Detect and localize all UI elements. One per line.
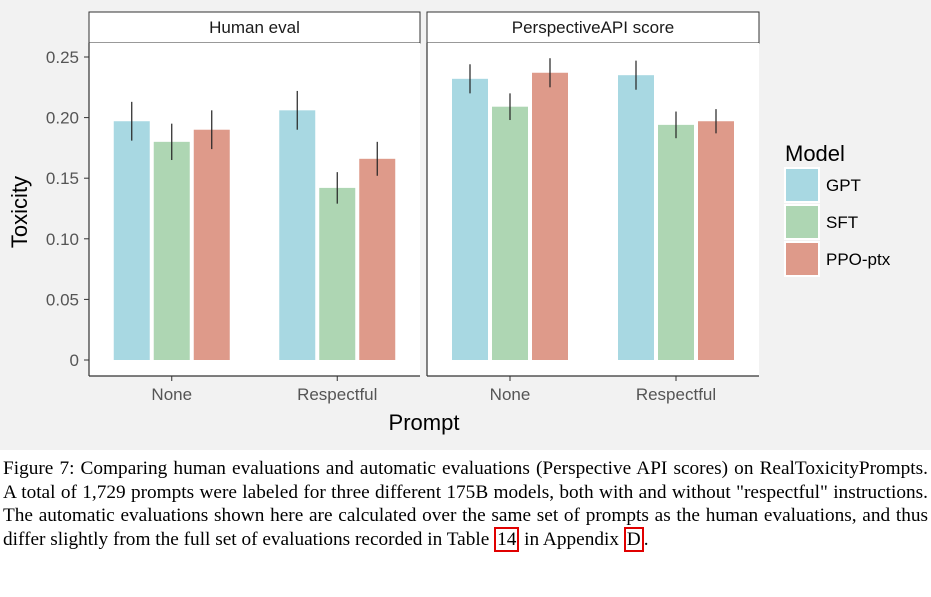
- bar-sft: [658, 124, 694, 360]
- table-ref-link[interactable]: 14: [494, 526, 520, 552]
- toxicity-bar-chart: 0 0.05 0.10 0.15 0.20 0.25 Toxicity Human eval N…: [7, 11, 891, 435]
- bar-ppo-ptx: [359, 158, 396, 360]
- legend-label: GPT: [826, 176, 861, 195]
- y-tick-label: 0.15: [46, 169, 79, 188]
- y-tick-label: 0: [70, 351, 79, 370]
- legend-title: Model: [785, 141, 845, 166]
- bar-sft: [492, 106, 528, 360]
- x-axis-title: Prompt: [389, 410, 460, 435]
- y-tick-label: 0.05: [46, 290, 79, 309]
- caption-text-end: .: [643, 528, 649, 550]
- legend-label: PPO-ptx: [826, 250, 891, 269]
- chart-area: 0 0.05 0.10 0.15 0.20 0.25 Toxicity Human eval N…: [0, 0, 931, 450]
- caption-text-middle: in Appendix: [519, 528, 624, 550]
- bar-ppo-ptx: [193, 129, 230, 360]
- legend-label: SFT: [826, 213, 858, 232]
- y-tick-label: 0.25: [46, 48, 79, 67]
- y-tick-label: 0.10: [46, 230, 79, 249]
- bar-ppo-ptx: [698, 121, 734, 361]
- y-axis-title: Toxicity: [7, 176, 32, 248]
- legend-swatch-sft: [784, 204, 820, 240]
- bar-gpt: [113, 121, 150, 361]
- bar-gpt: [618, 75, 654, 361]
- bar-gpt: [279, 110, 316, 360]
- facet-strip-label: PerspectiveAPI score: [512, 18, 675, 37]
- appendix-ref-link[interactable]: D: [623, 526, 644, 552]
- x-tick-label: None: [151, 385, 192, 404]
- bar-gpt: [452, 78, 488, 360]
- bar-ppo-ptx: [532, 72, 568, 361]
- legend-swatch-ppo-ptx: [784, 241, 820, 277]
- bar-sft: [153, 141, 190, 360]
- figure-caption: Figure 7: Comparing human evaluations an…: [3, 457, 928, 552]
- x-tick-label: Respectful: [297, 385, 377, 404]
- y-tick-label: 0.20: [46, 109, 79, 128]
- bar-sft: [319, 187, 356, 360]
- x-tick-label: Respectful: [636, 385, 716, 404]
- caption-text: Figure 7: Comparing human evaluations an…: [3, 458, 928, 550]
- x-tick-label: None: [490, 385, 531, 404]
- facet-strip: [426, 11, 760, 44]
- facet-strip-label: Human eval: [209, 18, 300, 37]
- legend-swatch-gpt: [784, 167, 820, 203]
